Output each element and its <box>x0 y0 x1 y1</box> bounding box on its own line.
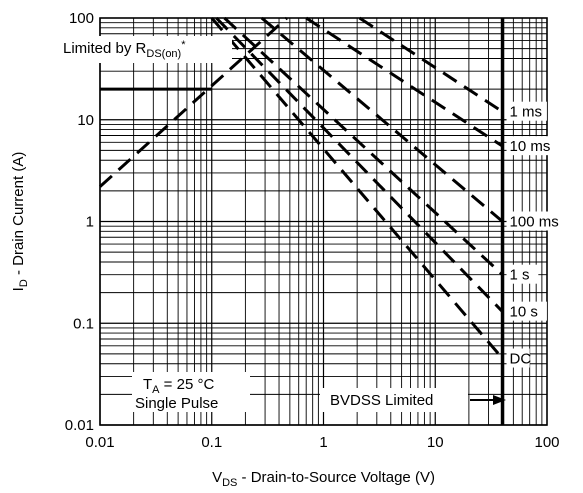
series-line-1-s <box>223 16 504 276</box>
series-label-100-ms: 100 ms <box>510 214 559 231</box>
series-label-10-ms: 10 ms <box>510 138 551 155</box>
series-label-DC: DC <box>510 351 532 368</box>
bvdss-label: BVDSS Limited <box>330 392 433 409</box>
bvdss-arrowhead <box>493 395 506 405</box>
series-label-bg <box>506 136 556 156</box>
ta-annotation: TA = 25 °C Single Pulse <box>132 372 250 412</box>
series-line-10-ms <box>305 16 504 148</box>
series-label-bg <box>506 101 547 121</box>
y-axis-label: ID - Drain Current (A) <box>10 152 30 292</box>
series-line-10-s <box>215 16 504 313</box>
x-tick-label: 100 <box>534 434 559 451</box>
rds-on-limit-line <box>98 16 288 188</box>
y-tick-label: 100 <box>69 10 94 27</box>
series-line-1-ms <box>358 16 504 113</box>
y-tick-label: 0.1 <box>73 315 94 332</box>
x-tick-label: 1 <box>319 434 327 451</box>
x-tick-label: 0.01 <box>85 434 114 451</box>
rds-label: Limited by RDS(on)* <box>63 39 186 60</box>
series-label-bg <box>506 264 539 284</box>
x-tick-label: 0.1 <box>201 434 222 451</box>
bvdss-annotation: BVDSS Limited <box>320 388 506 412</box>
y-tick-label: 10 <box>77 112 94 129</box>
grid <box>99 18 547 426</box>
series-labels: 1 ms 10 ms 100 ms 1 s 10 s DC <box>506 101 565 368</box>
series-label-10-s: 10 s <box>510 304 538 321</box>
x-tick-label: 10 <box>427 434 444 451</box>
series-label-1-s: 1 s <box>510 267 530 284</box>
ta-label: TA = 25 °C <box>143 376 214 396</box>
series-label-bg <box>506 211 565 231</box>
single-pulse-label: Single Pulse <box>135 395 218 412</box>
series-group <box>98 16 505 425</box>
y-tick-label: 1 <box>86 214 94 231</box>
series-label-bg <box>506 301 547 321</box>
rds-annotation: Limited by RDS(on)* <box>60 36 232 63</box>
series-label-1-ms: 1 ms <box>510 104 543 121</box>
series-line-100-ms <box>260 16 504 223</box>
series-label-bg <box>506 348 530 368</box>
x-axis-label: VDS - Drain-to-Source Voltage (V) <box>212 469 435 489</box>
tick-labels: 0.01 0.1 1 10 100 0.01 0.1 1 10 100 <box>65 10 560 451</box>
y-tick-label: 0.01 <box>65 417 94 434</box>
